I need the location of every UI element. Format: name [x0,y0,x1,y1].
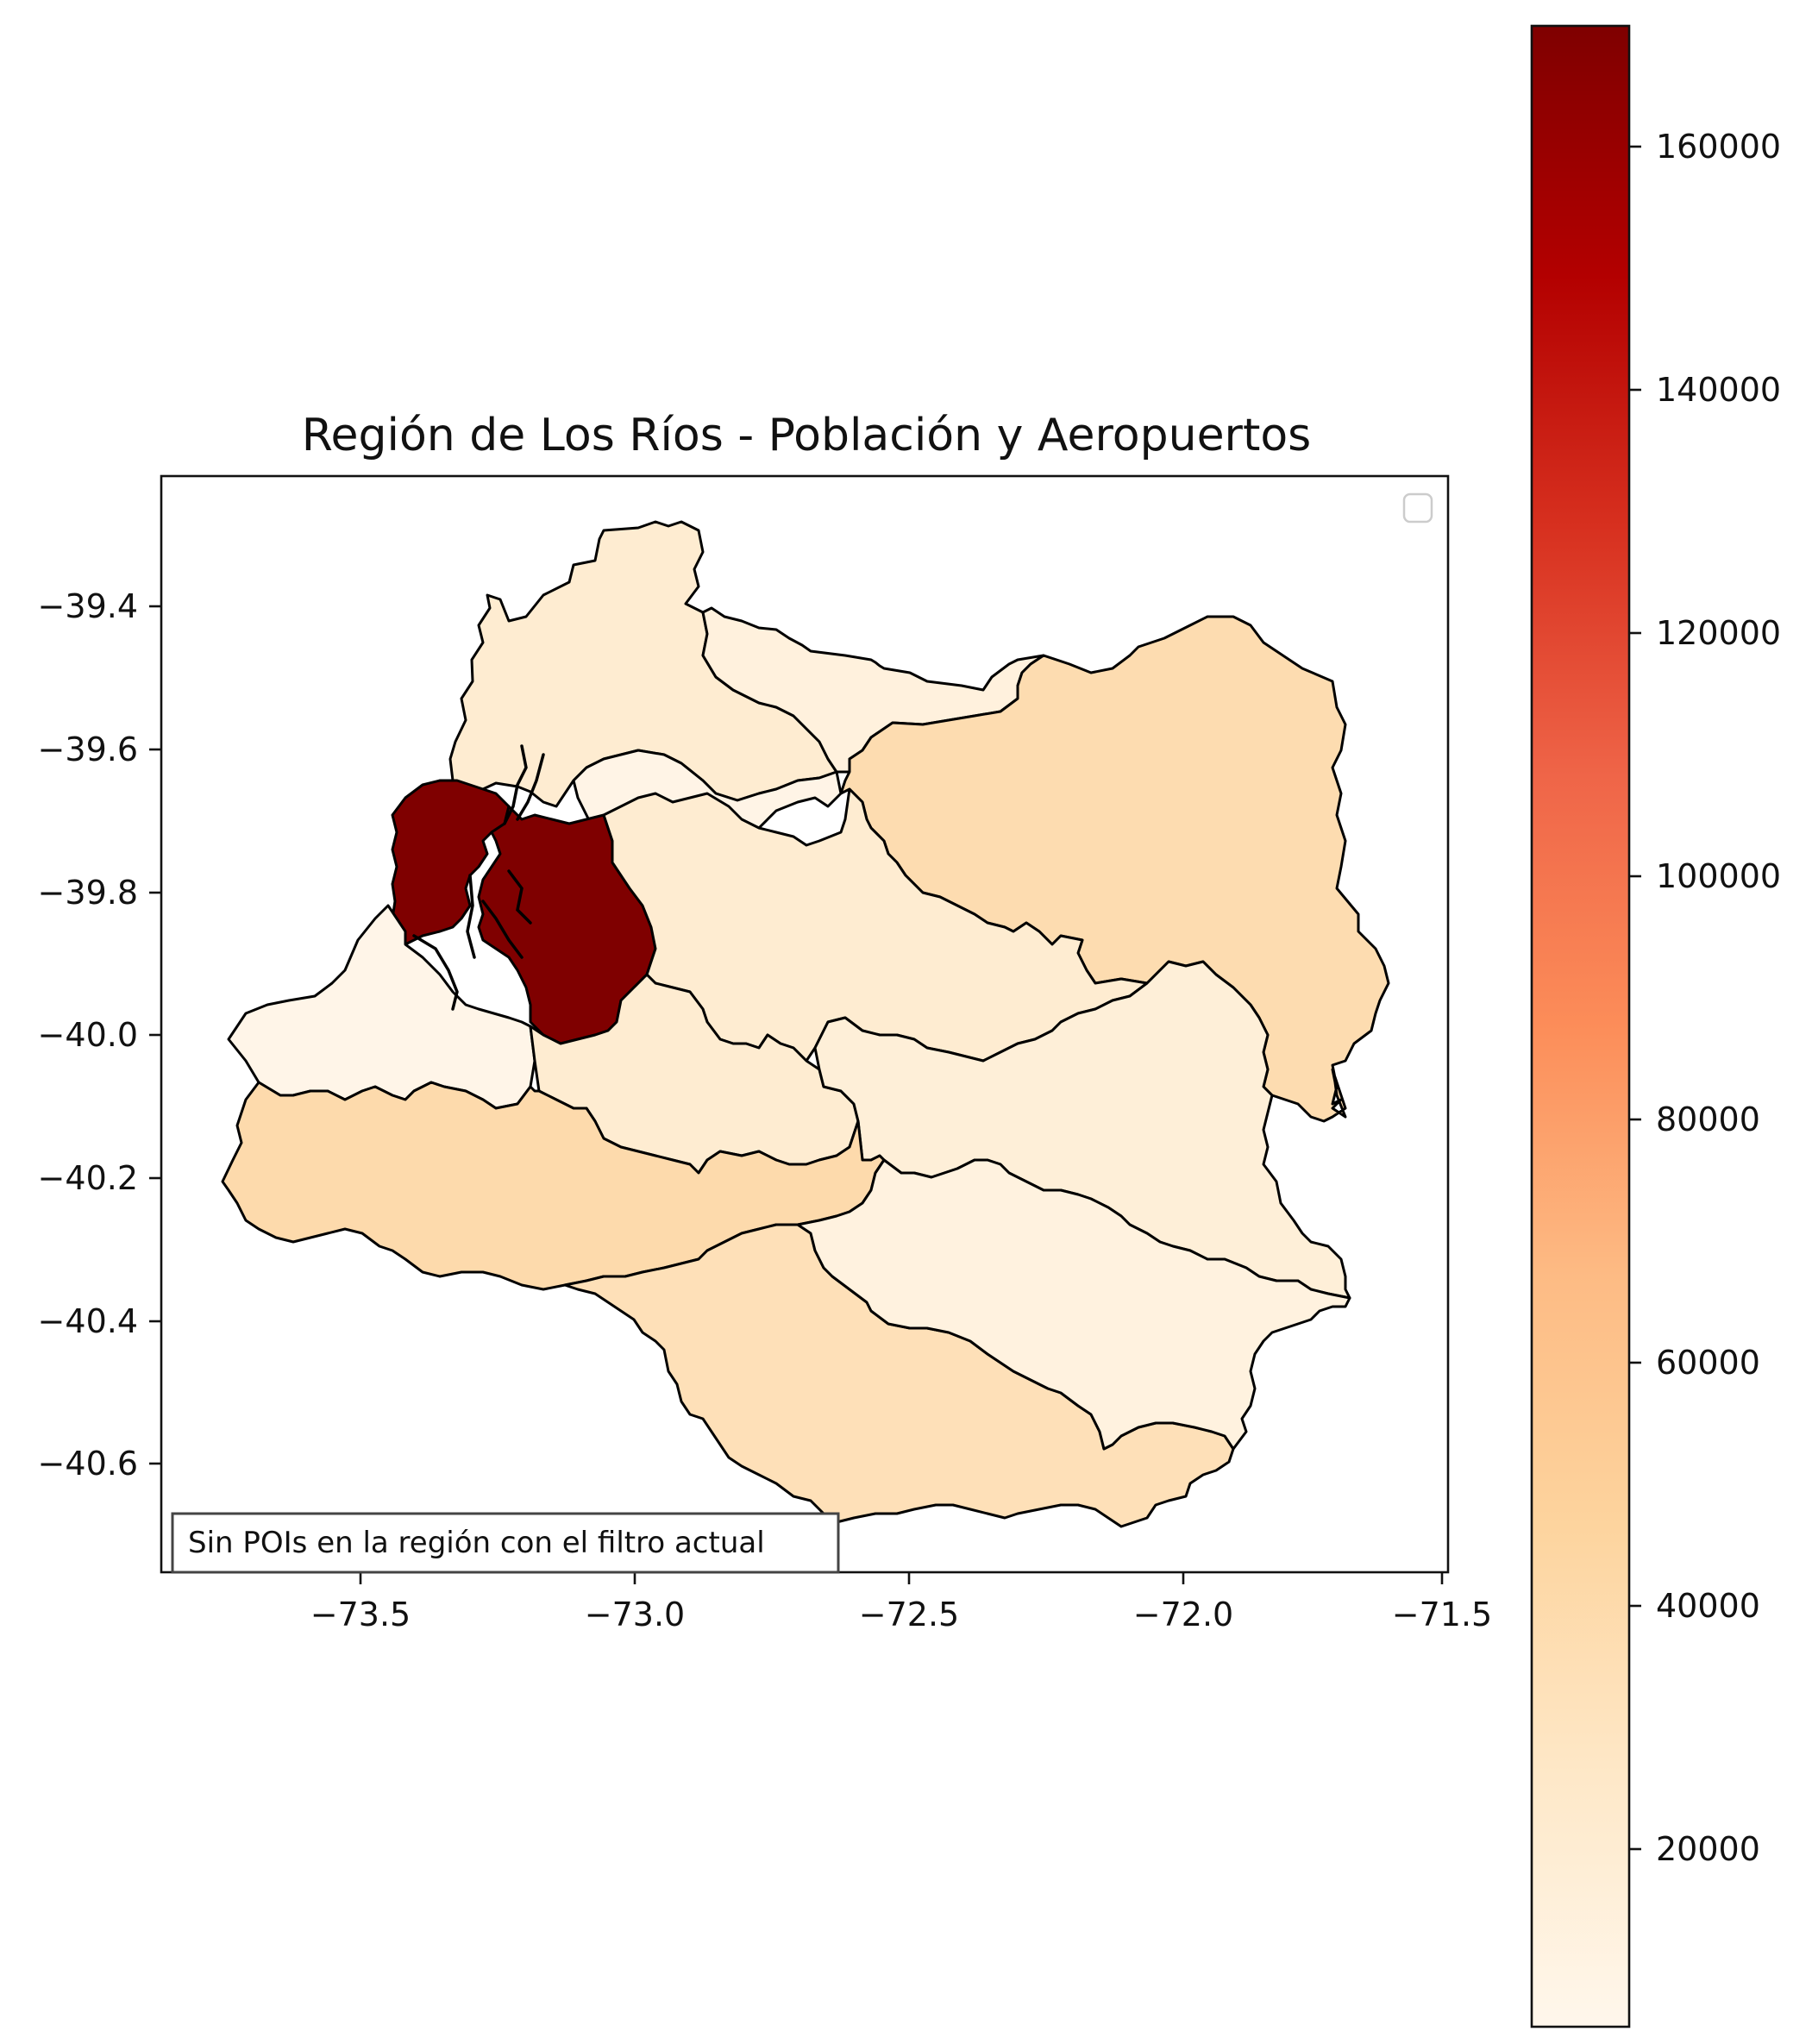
commune-valdivia-west[interactable] [391,779,511,946]
communes-layer [221,520,1390,1528]
x-axis: −73.5 −73.0 −72.5 −72.0 −71.5 [310,1572,1492,1633]
no-pois-note: Sin POIs en la región con el filtro actu… [188,1526,765,1560]
colorbar-ticks: 20000 40000 60000 80000 100000 120000 14… [1629,128,1781,1868]
colorbar-tick-label: 20000 [1656,1830,1760,1868]
map-title: Región de Los Ríos - Población y Aeropue… [302,410,1311,461]
empty-legend-box [1402,492,1433,524]
y-tick-label: −40.6 [38,1445,138,1483]
y-tick-label: −39.8 [38,874,138,912]
x-tick-label: −73.5 [310,1596,411,1633]
y-tick-label: −40.0 [38,1016,138,1054]
x-tick-label: −71.5 [1392,1596,1492,1633]
rivers-layer [412,744,545,1011]
river-line [466,874,476,959]
note-box [171,1512,840,1574]
colorbar-tick-label: 100000 [1656,857,1781,895]
y-tick-label: −39.4 [38,587,138,625]
colorbar-tick-label: 120000 [1656,614,1781,652]
y-tick-label: −40.4 [38,1302,138,1340]
commune-south-east-lower[interactable] [796,1158,1351,1451]
x-tick-label: −73.0 [585,1596,685,1633]
x-tick-label: −72.5 [859,1596,959,1633]
colorbar [1530,24,1631,2028]
river-line [507,869,532,925]
colorbar-tick-label: 40000 [1656,1587,1760,1625]
colorbar-tick-label: 140000 [1656,371,1781,409]
colorbar-tick-label: 160000 [1656,128,1781,166]
y-axis: −39.4 −39.6 −39.8 −40.0 −40.2 −40.4 −40.… [38,587,161,1483]
commune-southwest[interactable] [221,1081,886,1291]
y-tick-label: −39.6 [38,730,138,768]
y-tick-label: −40.2 [38,1159,138,1197]
river-line [516,753,545,821]
river-line [412,934,459,1011]
river-line [503,744,528,825]
river-line [481,900,524,959]
colorbar-tick-label: 60000 [1656,1344,1760,1382]
colorbar-tick-label: 80000 [1656,1100,1760,1138]
x-tick-label: −72.0 [1133,1596,1233,1633]
